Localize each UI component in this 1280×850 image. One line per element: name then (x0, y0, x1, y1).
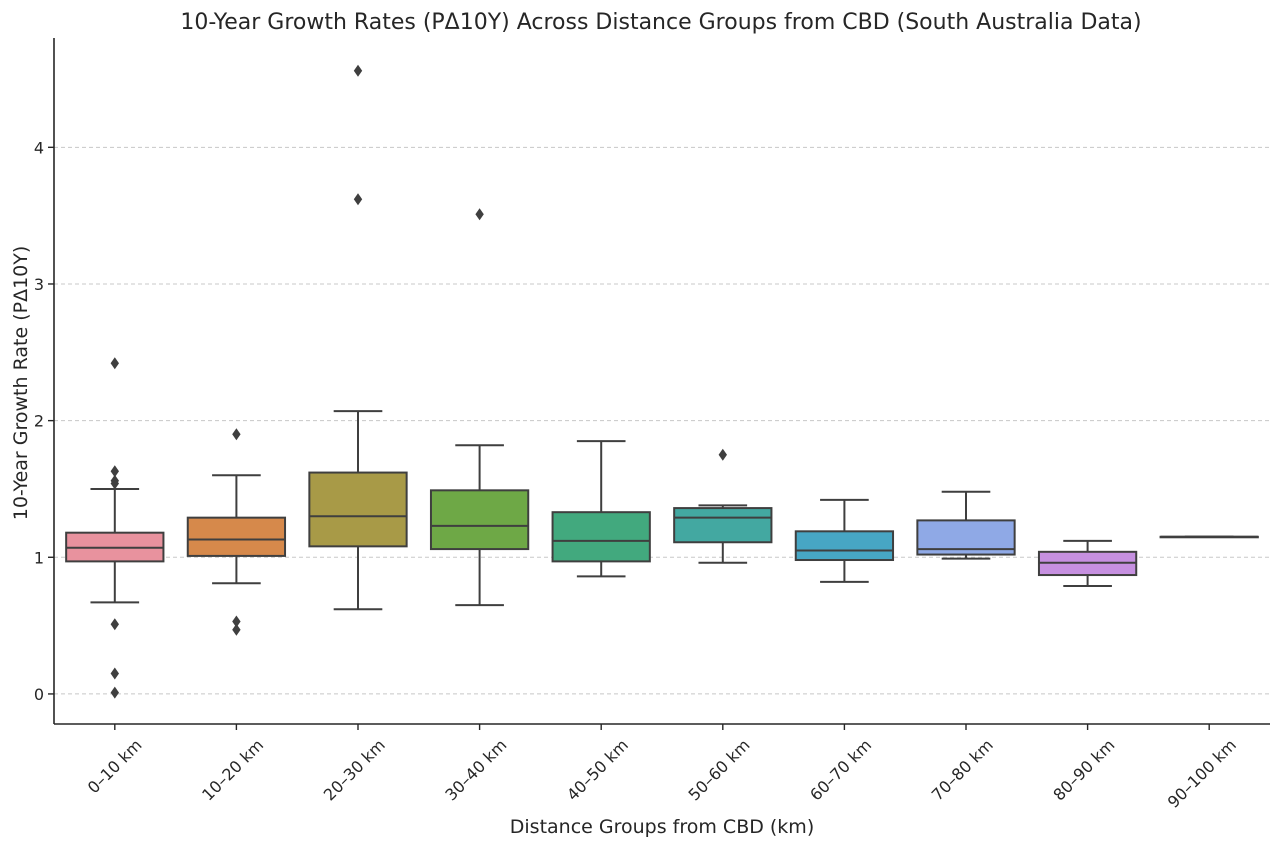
box-group (65, 357, 165, 699)
outlier-point (718, 448, 727, 461)
outlier-point (110, 477, 119, 490)
x-tick-label: 90–100 km (1164, 735, 1240, 811)
outlier-point (232, 623, 241, 636)
box-iqr (429, 489, 530, 551)
x-tick-label: 20–30 km (320, 735, 389, 804)
outlier-point (232, 428, 241, 441)
y-tick-label: 1 (34, 548, 44, 567)
box-group (551, 440, 651, 578)
x-tick-label: 40–50 km (563, 735, 632, 804)
outlier-point (232, 615, 241, 628)
outlier-point (110, 667, 119, 680)
x-tick-label: 80–90 km (1049, 735, 1118, 804)
box-iqr (794, 530, 895, 562)
box-iqr (673, 507, 773, 544)
box-group (673, 448, 773, 564)
y-tick-label: 2 (34, 412, 44, 431)
box-group (916, 490, 1016, 560)
box-group (1159, 535, 1259, 539)
y-tick-label: 4 (34, 138, 44, 157)
x-tick-label: 60–70 km (806, 735, 875, 804)
x-axis-label: Distance Groups from CBD (km) (510, 816, 814, 838)
outlier-point (110, 686, 119, 699)
chart-title: 10-Year Growth Rates (PΔ10Y) Across Dist… (180, 10, 1141, 35)
x-tick-label: 70–80 km (928, 735, 997, 804)
y-tick-label: 0 (34, 685, 44, 704)
box-iqr (186, 516, 287, 557)
x-ticks: 0–10 km 10–20 km 20–30 km 30–40 km 40–50 km 5… (84, 724, 1240, 812)
x-tick-label: 50–60 km (685, 735, 754, 804)
x-tick-label: 0–10 km (84, 735, 146, 797)
outlier-point (353, 64, 363, 77)
y-tick-label: 3 (34, 275, 44, 294)
box-group (429, 208, 530, 607)
y-ticks: 0 1 2 3 4 (34, 138, 54, 704)
outlier-point (353, 193, 363, 206)
boxes-group (65, 64, 1259, 699)
box-group (1037, 539, 1138, 587)
box-iqr (551, 511, 651, 563)
outlier-point (475, 208, 484, 221)
box-group (794, 498, 895, 583)
box-group (308, 64, 408, 611)
x-tick-label: 30–40 km (441, 735, 510, 804)
outlier-point (110, 357, 119, 370)
grid-lines (54, 146, 1270, 695)
box-group (186, 428, 287, 636)
outlier-point (110, 465, 119, 478)
box-iqr (308, 471, 408, 548)
y-axis-label: 10-Year Growth Rate (PΔ10Y) (10, 246, 32, 521)
x-tick-label: 10–20 km (198, 735, 267, 804)
outlier-point (110, 618, 119, 631)
